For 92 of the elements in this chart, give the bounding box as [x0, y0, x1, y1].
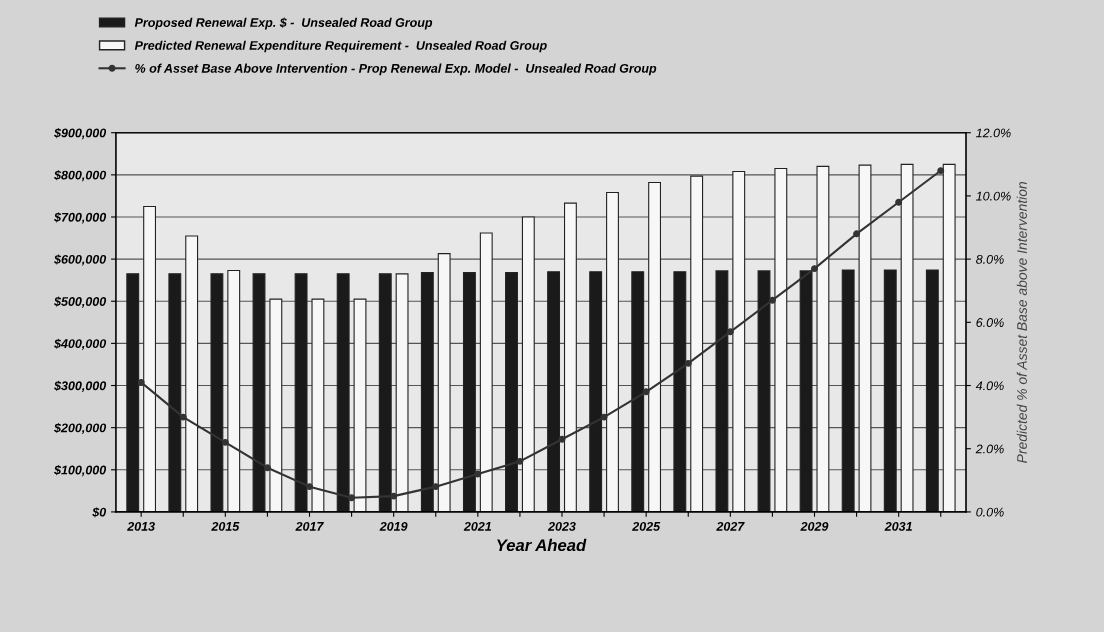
y-tick-label: $200,000 — [54, 422, 107, 435]
bar — [900, 163, 914, 512]
bar — [269, 298, 283, 512]
y2-tick-label: 2.0% — [975, 444, 1004, 454]
y2-axis-title: Predicted % of Asset Base above Intervention — [1016, 181, 1027, 463]
y2-tick-label: 0.0% — [976, 507, 1004, 517]
bar — [589, 271, 603, 512]
x-tick-label: 2017 — [295, 521, 324, 531]
x-tick-label: 2023 — [547, 521, 576, 531]
bar — [252, 273, 266, 512]
y-tick-label: $400,000 — [54, 338, 107, 350]
point — [390, 492, 398, 500]
bar — [336, 273, 350, 512]
point — [937, 167, 945, 175]
point — [348, 494, 356, 502]
legend-label: Predicted Renewal Expenditure Requirement - Unsealed Road Group — [134, 40, 547, 53]
y2-tick-label: 10.0% — [976, 191, 1011, 201]
bar — [353, 298, 367, 512]
point — [221, 438, 229, 446]
point — [684, 359, 692, 367]
y-tick-label: $500,000 — [54, 296, 107, 308]
y2-tick-label: 12.0% — [976, 128, 1011, 138]
point — [432, 483, 440, 491]
y-tick-label: $100,000 — [54, 465, 107, 477]
point — [726, 328, 734, 336]
bar — [757, 270, 771, 512]
point — [853, 230, 861, 238]
bar — [648, 181, 662, 512]
bar — [462, 272, 476, 512]
x-tick-label: 2027 — [716, 521, 745, 531]
bar — [631, 271, 645, 512]
point — [558, 435, 566, 443]
bar — [437, 253, 451, 512]
y-tick-label: $800,000 — [54, 170, 107, 182]
point — [179, 413, 187, 421]
point — [600, 413, 608, 421]
x-tick-label: 2015 — [211, 521, 240, 531]
y-tick-label: $900,000 — [54, 127, 107, 140]
point — [768, 296, 776, 304]
bar — [143, 205, 157, 512]
x-tick-label: 2031 — [884, 521, 912, 531]
y-tick-label: $600,000 — [54, 254, 107, 266]
x-tick-label: 2019 — [379, 521, 408, 531]
y2-tick-label: 4.0% — [975, 381, 1004, 391]
bar — [395, 273, 409, 512]
point — [137, 378, 145, 386]
bar — [563, 202, 577, 512]
bar — [521, 216, 535, 512]
bar — [799, 270, 813, 512]
point — [895, 198, 903, 206]
y-tick-label: $0 — [92, 507, 107, 518]
bar — [311, 298, 325, 512]
bar — [858, 164, 872, 512]
bar — [606, 191, 619, 512]
bar — [210, 273, 224, 512]
bar — [732, 170, 746, 512]
bar — [479, 232, 493, 512]
bar — [841, 269, 855, 512]
x-axis-title: Year Ahead — [497, 538, 587, 552]
point — [474, 470, 482, 478]
x-tick-label: 2013 — [127, 521, 155, 531]
bar — [378, 273, 392, 512]
bar — [126, 273, 140, 512]
y2-tick-label: 6.0% — [976, 318, 1004, 327]
y2-tick-label: 8.0% — [976, 254, 1004, 264]
bar — [883, 269, 897, 512]
bar — [690, 175, 704, 512]
bar — [816, 165, 830, 512]
legend-label: % of Asset Base Above Intervention - Prop Renewal Exp. Model - Unsealed Road Group — [135, 63, 657, 76]
bar — [420, 272, 434, 512]
bar — [168, 273, 182, 512]
bar — [547, 271, 561, 512]
legend-label: Proposed Renewal Exp. $ - Unsealed Road Group — [134, 17, 433, 30]
y-tick-label: $300,000 — [54, 380, 107, 392]
x-tick-label: 2025 — [632, 521, 661, 531]
bar — [774, 167, 788, 512]
point — [811, 265, 818, 273]
point — [306, 483, 313, 491]
bar — [294, 273, 308, 512]
y-tick-label: $700,000 — [54, 212, 107, 224]
x-tick-label: 2021 — [463, 521, 492, 531]
bar — [505, 272, 518, 512]
bar — [227, 269, 241, 512]
bar — [185, 235, 199, 512]
bar — [673, 271, 687, 512]
point — [516, 457, 524, 465]
bar — [942, 163, 956, 512]
point — [263, 464, 271, 472]
x-tick-label: 2029 — [800, 521, 829, 531]
bar — [925, 269, 939, 512]
bar — [715, 270, 729, 512]
point — [642, 388, 650, 396]
